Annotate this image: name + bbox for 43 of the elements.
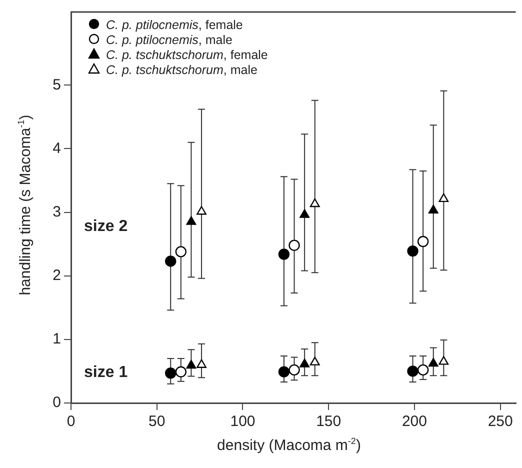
legend-label: C. p. tschuktschorum, female [106,48,268,62]
x-tick-label: 150 [316,413,342,430]
x-tick-label: 0 [66,413,76,430]
point [175,246,187,258]
y-tick-label: 5 [52,76,61,94]
annotation: size 1 [84,364,128,382]
y-tick-label: 4 [52,140,61,157]
point [438,356,449,365]
point [310,198,320,208]
point [165,368,176,379]
point [417,236,429,248]
y-tick-label: 3 [52,203,61,220]
y-tick-label: 0 [52,394,61,412]
point [438,193,449,202]
point [186,216,196,225]
x-tick-label: 100 [230,413,256,430]
point [288,240,300,251]
point [428,204,438,214]
point [310,356,320,366]
point [428,358,438,367]
x-tick-label: 200 [402,413,427,430]
y-tick-label: 1 [52,330,61,348]
x-tick-label: 250 [488,413,513,430]
point [175,366,187,378]
point [278,248,290,260]
point [186,360,196,369]
legend-label: C. p. ptilocnemis, female [106,18,243,32]
point [196,359,206,368]
annotation: size 2 [84,218,128,236]
point [407,245,418,257]
y-tick-label: 2 [52,266,61,284]
point [278,366,290,378]
x-axis-title: density (Macoma m$^{-2}$) [216,436,362,454]
x-tick-label: 50 [148,413,166,430]
legend-label: C. p. ptilocnemis, male [106,33,232,47]
point [407,366,418,377]
point [300,358,310,368]
point [288,364,300,376]
point [300,209,310,218]
point [165,256,176,267]
point [417,364,429,376]
legend-label: C. p. tschuktschorum, male [106,63,258,77]
point [196,206,206,215]
